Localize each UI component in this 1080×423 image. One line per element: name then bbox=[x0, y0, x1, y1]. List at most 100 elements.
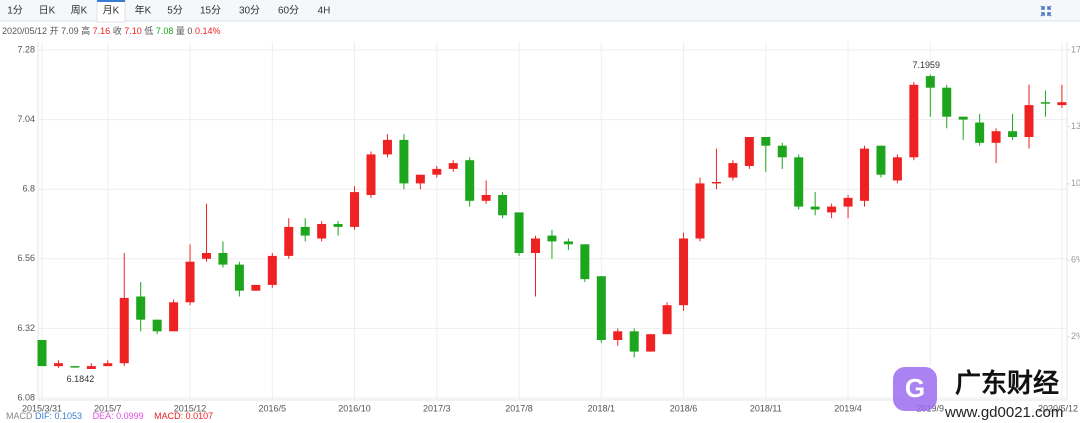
candle-body bbox=[514, 212, 524, 253]
candle-body bbox=[70, 366, 80, 368]
candle-body bbox=[169, 302, 179, 332]
tab[interactable]: 5分 bbox=[167, 5, 183, 17]
candle-body bbox=[958, 116, 968, 120]
tab[interactable]: 15分 bbox=[200, 5, 221, 17]
candle-body bbox=[909, 84, 919, 158]
candle-body bbox=[711, 181, 721, 184]
quote-close: 7.10 bbox=[124, 26, 142, 36]
candle-body bbox=[695, 183, 705, 239]
candle-body bbox=[876, 145, 886, 175]
tab[interactable]: 年K bbox=[135, 4, 152, 17]
quote-date: 2020/05/12 bbox=[2, 26, 47, 36]
candle-body bbox=[53, 363, 63, 367]
candle-body bbox=[761, 137, 771, 146]
candle-body bbox=[136, 296, 146, 320]
x-tick-label: 2015/7 bbox=[94, 403, 122, 413]
quote-change: 0.14% bbox=[195, 26, 221, 36]
candle-body bbox=[892, 157, 902, 181]
candle-body bbox=[1008, 131, 1018, 137]
x-tick-label: 2015/12 bbox=[174, 403, 207, 413]
candle-body bbox=[481, 195, 491, 201]
tab[interactable]: 周K bbox=[71, 5, 88, 17]
candle-body bbox=[580, 244, 590, 280]
y2-tick-label: 17% bbox=[1071, 44, 1080, 54]
candle-body bbox=[777, 145, 787, 158]
y-tick-label: 6.8 bbox=[22, 184, 35, 194]
fullscreen-icon[interactable] bbox=[1040, 5, 1052, 17]
tab[interactable]: 30分 bbox=[239, 5, 260, 17]
candle-body bbox=[366, 154, 376, 195]
candle-body bbox=[465, 160, 475, 201]
candle-body bbox=[119, 297, 129, 364]
candle-body bbox=[942, 87, 952, 117]
y2-tick-label: 2% bbox=[1071, 331, 1080, 341]
y2-tick-label: 13% bbox=[1071, 121, 1080, 131]
tab[interactable]: 4H bbox=[318, 6, 331, 17]
candle-body bbox=[234, 264, 244, 291]
candle-body bbox=[975, 122, 985, 143]
tab[interactable]: 月K bbox=[103, 5, 120, 17]
candle-body bbox=[382, 139, 392, 155]
watermark: G 广东财经 www.gd0021.com bbox=[893, 367, 1063, 421]
macd-line: MACD DIF: 0.1053 DEA: 0.0999 MACD: 0.010… bbox=[6, 411, 213, 421]
candle-body bbox=[531, 238, 540, 253]
candle-body bbox=[646, 334, 656, 352]
max-annotation: 7.1959 bbox=[913, 60, 941, 70]
candle-body bbox=[827, 206, 837, 213]
y-tick-label: 6.08 bbox=[17, 392, 35, 402]
quote-line: 2020/05/12 开 7.09 高 7.16 收 7.10 低 7.08 量… bbox=[2, 25, 220, 36]
candle-body bbox=[37, 340, 47, 367]
x-tick-label: 2017/3 bbox=[423, 403, 451, 413]
candle-body bbox=[629, 331, 639, 352]
quote-open-label: 开 bbox=[50, 26, 59, 36]
candle-body bbox=[300, 226, 310, 236]
candle-body bbox=[317, 224, 327, 239]
candle-body bbox=[350, 192, 360, 227]
quote-volume: 0 bbox=[187, 26, 192, 36]
candle-body bbox=[218, 253, 228, 265]
plot-area: 7.28 7.04 6.8 6.56 6.32 6.08 17% 13% 10% 6% 2% 2015… bbox=[17, 42, 1080, 413]
candle-body bbox=[202, 253, 211, 259]
candle-body bbox=[547, 235, 557, 242]
quote-low: 7.08 bbox=[156, 26, 174, 36]
candle-body bbox=[794, 157, 804, 207]
macd-dif: DIF: 0.1053 bbox=[35, 411, 82, 421]
candle-body bbox=[613, 331, 623, 340]
candle-body bbox=[185, 261, 195, 303]
quote-open: 7.09 bbox=[61, 26, 79, 36]
candle-body bbox=[399, 139, 409, 184]
candle-body bbox=[744, 137, 754, 166]
min-annotation: 6.1842 bbox=[67, 374, 95, 384]
candle-body bbox=[267, 255, 277, 285]
candle-body bbox=[860, 148, 869, 201]
candle-body bbox=[991, 131, 1001, 143]
x-tick-label: 2019/4 bbox=[834, 403, 862, 413]
candle-body bbox=[662, 305, 672, 335]
tab[interactable]: 60分 bbox=[278, 5, 299, 17]
tab[interactable]: 日K bbox=[39, 6, 56, 17]
quote-high: 7.16 bbox=[93, 26, 111, 36]
candle-body bbox=[1024, 105, 1034, 137]
candle-body bbox=[843, 197, 853, 207]
candle-body bbox=[925, 76, 935, 88]
x-tick-label: 2020/5/12 bbox=[1038, 403, 1078, 413]
candle-body bbox=[103, 363, 113, 367]
candle-body bbox=[679, 238, 689, 306]
watermark-logo bbox=[893, 367, 937, 411]
x-tick-label: 2016/10 bbox=[338, 403, 371, 413]
candle-body bbox=[415, 174, 425, 184]
candle-body bbox=[251, 284, 261, 291]
candle-body bbox=[333, 224, 343, 227]
y-tick-label: 7.04 bbox=[17, 114, 35, 124]
y-tick-label: 6.32 bbox=[17, 323, 35, 333]
candle-body bbox=[596, 276, 606, 340]
candle-body bbox=[1040, 102, 1050, 104]
tab-bar: 1分 日K 周K 月K 年K 5分 15分 30分 60分 4H bbox=[7, 0, 331, 23]
x-tick-label: 2018/1 bbox=[588, 403, 616, 413]
y-tick-label: 6.56 bbox=[17, 253, 35, 263]
quote-low-label: 低 bbox=[144, 25, 153, 36]
toolbar bbox=[0, 0, 1080, 21]
tab[interactable]: 1分 bbox=[7, 5, 23, 17]
